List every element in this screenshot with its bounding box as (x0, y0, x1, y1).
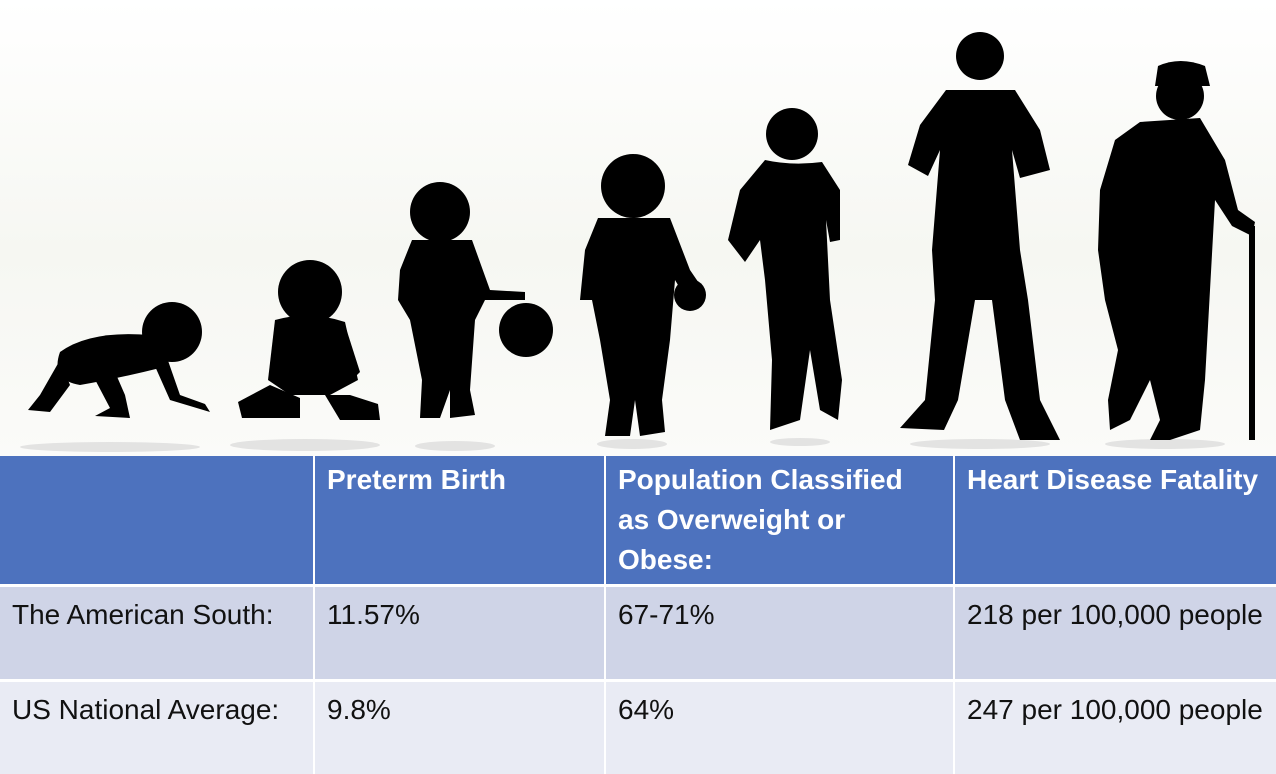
adult-man-icon (900, 32, 1060, 440)
table-header-row: Preterm Birth Population Classified as O… (0, 456, 1276, 586)
table-row: The American South: 11.57% 67-71% 218 pe… (0, 586, 1276, 681)
header-heart-disease-fatality: Heart Disease Fatality (954, 456, 1276, 586)
silhouettes (0, 0, 1276, 456)
header-empty-cell (0, 456, 314, 586)
table-row: US National Average: 9.8% 64% 247 per 10… (0, 681, 1276, 774)
heart-disease-fatality-value: 218 per 100,000 people (954, 586, 1276, 681)
overweight-obese-value: 64% (605, 681, 954, 774)
row-label: The American South: (0, 586, 314, 681)
statistics-table: Preterm Birth Population Classified as O… (0, 456, 1276, 774)
boy-icon (728, 108, 842, 430)
toddler-with-ball-icon (398, 182, 553, 418)
preterm-birth-value: 9.8% (314, 681, 605, 774)
header-preterm-birth: Preterm Birth (314, 456, 605, 586)
floor-reflection (20, 438, 1225, 452)
life-stages-illustration (0, 0, 1276, 456)
header-overweight-obese: Population Classified as Overweight or O… (605, 456, 954, 586)
child-icon (580, 154, 706, 436)
elderly-man-with-cane-icon (1098, 61, 1255, 440)
sitting-baby-icon (238, 260, 380, 420)
overweight-obese-value: 67-71% (605, 586, 954, 681)
preterm-birth-value: 11.57% (314, 586, 605, 681)
row-label: US National Average: (0, 681, 314, 774)
crawling-baby-icon (28, 302, 210, 418)
heart-disease-fatality-value: 247 per 100,000 people (954, 681, 1276, 774)
